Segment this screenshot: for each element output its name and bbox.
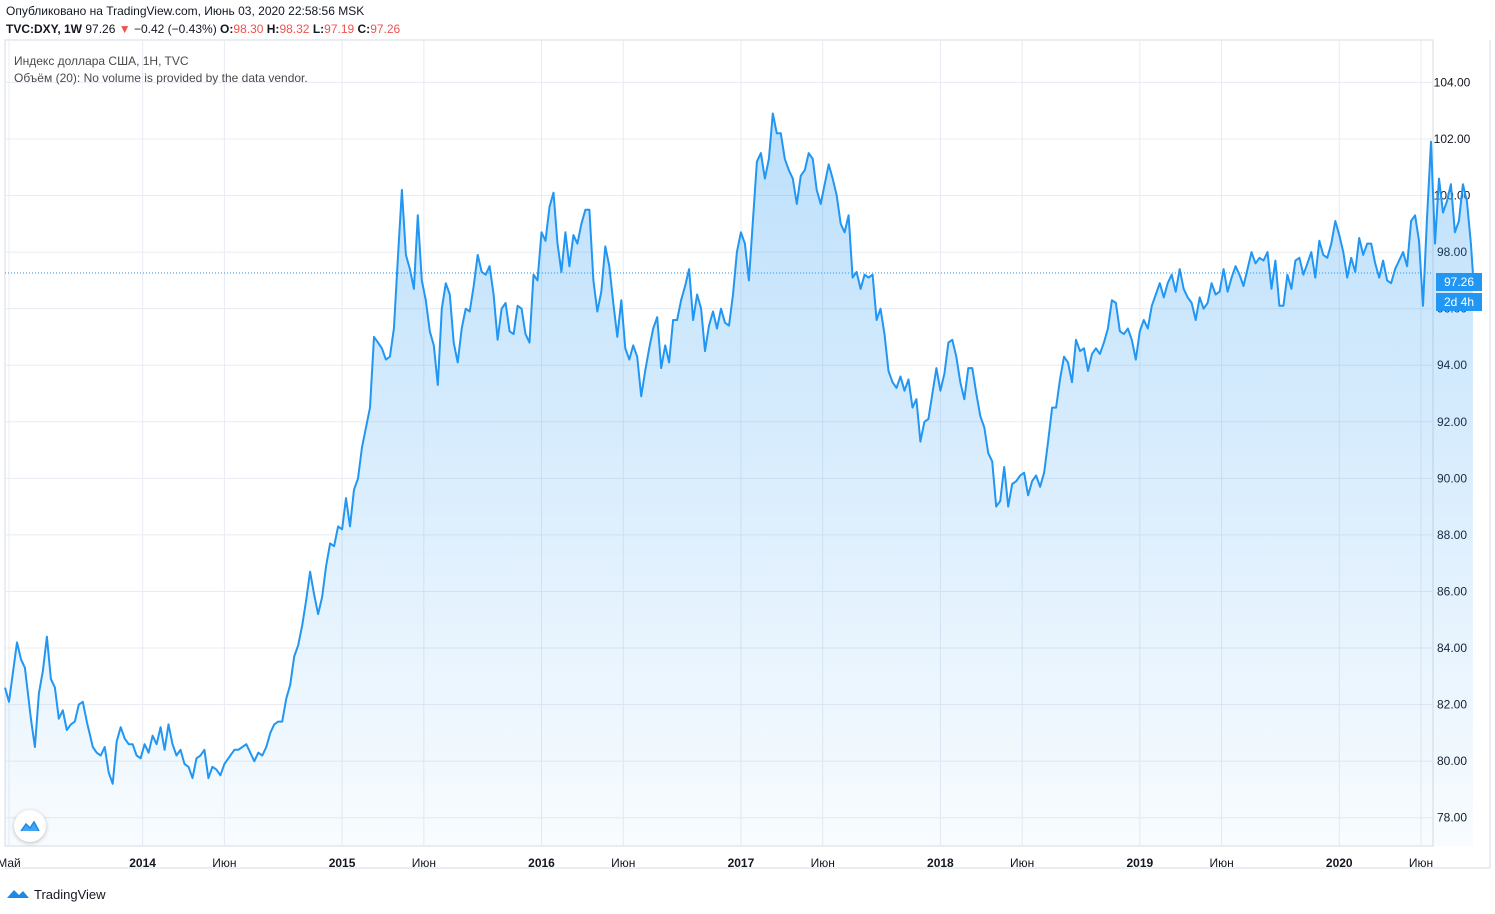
last-price: 97.26 — [85, 22, 116, 36]
x-tick-label: Июн — [611, 856, 635, 870]
x-tick-label: Июн — [412, 856, 436, 870]
high-label: H: — [266, 22, 280, 36]
open-label: O: — [220, 22, 234, 36]
x-tick-label: Июн — [1209, 856, 1233, 870]
x-tick-label: Июн — [212, 856, 236, 870]
x-tick-label: 2014 — [129, 856, 156, 870]
y-tick-label: 102.00 — [1434, 132, 1471, 146]
open-value: 98.30 — [233, 22, 264, 36]
x-tick-label: 2020 — [1326, 856, 1353, 870]
footer-brand-label: TradingView — [34, 887, 106, 902]
footer-brand[interactable]: TradingView — [6, 886, 106, 903]
change-down-icon: ▼ — [118, 22, 131, 36]
high-value: 98.32 — [279, 22, 310, 36]
x-tick-label: Май — [0, 856, 21, 870]
volume-legend[interactable]: Объём (20): No volume is provided by the… — [14, 71, 308, 85]
close-value: 97.26 — [370, 22, 401, 36]
series-area — [5, 113, 1473, 846]
x-tick-label: 2015 — [329, 856, 356, 870]
tradingview-logo-icon — [6, 886, 30, 903]
change-value: −0.42 (−0.43%) — [133, 22, 217, 36]
x-tick-label: Июн — [811, 856, 835, 870]
x-tick-label: 2017 — [728, 856, 755, 870]
x-tick-label: Июн — [1010, 856, 1034, 870]
close-label: C: — [357, 22, 371, 36]
bar-countdown-tag: 2d 4h — [1436, 293, 1482, 311]
low-label: L: — [312, 22, 325, 36]
x-tick-label: 2019 — [1126, 856, 1153, 870]
x-tick-label: Июн — [1409, 856, 1433, 870]
last-price-tag: 97.26 — [1436, 273, 1482, 291]
low-value: 97.19 — [324, 22, 355, 36]
series-legend[interactable]: Индекс доллара США, 1H, TVC — [14, 54, 189, 68]
symbol-label: TVC:DXY, 1W — [6, 22, 83, 36]
x-tick-label: 2016 — [528, 856, 555, 870]
published-info: Опубликовано на TradingView.com, Июнь 03… — [6, 4, 365, 18]
tradingview-logo-icon[interactable] — [14, 810, 46, 842]
y-tick-label: 104.00 — [1434, 75, 1471, 89]
series-line — [4, 112, 1474, 785]
ohlc-header: TVC:DXY, 1W 97.26 ▼ −0.42 (−0.43%) O:98.… — [6, 22, 400, 36]
x-tick-label: 2018 — [927, 856, 954, 870]
